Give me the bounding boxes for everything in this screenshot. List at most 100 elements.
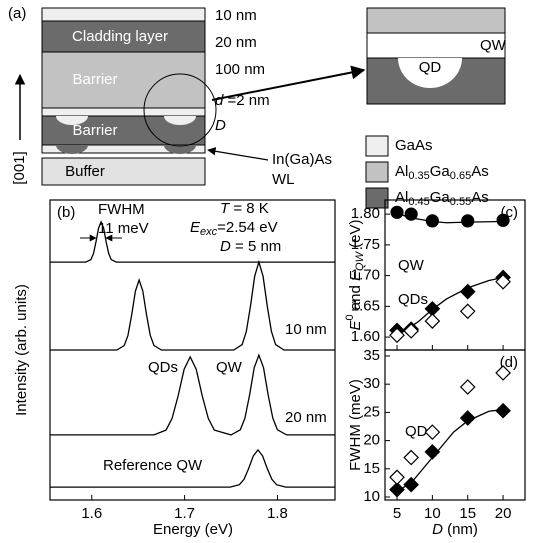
layer-label: Buffer — [65, 163, 105, 180]
text-part: 0.35 — [408, 170, 429, 182]
layer-label: Barrier — [72, 122, 117, 139]
series-line — [50, 448, 335, 488]
text-part: 0.55 — [450, 196, 471, 208]
marker — [424, 444, 441, 460]
legend-swatch — [365, 187, 389, 209]
y-tick-label: 25 — [363, 403, 380, 420]
marker — [495, 273, 511, 290]
marker — [459, 283, 476, 300]
marker — [403, 476, 420, 493]
marker — [403, 323, 420, 339]
x-tick-label: 20 — [495, 505, 512, 522]
text-part: 0.65 — [450, 170, 471, 182]
marker — [389, 469, 405, 486]
series-label: QDs — [405, 423, 435, 440]
y-tick-label: 15 — [363, 460, 380, 477]
text-part: GaAs — [395, 137, 433, 154]
series-label: Reference QW — [103, 457, 203, 474]
zoom-arrow — [211, 65, 366, 101]
x-tick-label: 10 — [424, 505, 441, 522]
layer-label: Barrier — [72, 71, 117, 88]
x-tick-label: 15 — [459, 505, 476, 522]
text-part: Ga — [430, 189, 451, 206]
text-part: (nm) — [443, 521, 478, 538]
thickness-label: D — [215, 117, 226, 134]
inset-label: QW — [480, 37, 507, 54]
wl-arrow — [207, 147, 269, 161]
thickness-label: 20 nm — [215, 34, 257, 51]
marker — [389, 327, 405, 344]
annotation: D = 5 nm — [220, 238, 281, 255]
text-part: d — [215, 92, 224, 109]
series-line — [50, 353, 335, 436]
text-part: 0.45 — [408, 196, 429, 208]
y-tick-label: 20 — [363, 432, 380, 449]
series-label: QDs — [398, 291, 428, 308]
x-tick-label: 1.7 — [174, 505, 195, 522]
x-axis-label: Energy (eV) — [153, 521, 233, 538]
legend-label: Al0.45Ga0.55As — [395, 189, 489, 208]
marker — [404, 207, 418, 221]
y-tick-label: 1.70 — [351, 267, 380, 284]
marker — [459, 410, 476, 426]
legend-label: GaAs — [395, 137, 433, 154]
annotation: 11 meV — [98, 220, 149, 237]
text-part: =2.54 eV — [217, 219, 277, 236]
y-axis-label: FWHM (meV) — [347, 379, 364, 471]
inset — [366, 7, 506, 105]
growth-axis: [001] — [11, 151, 28, 184]
text-part: E — [347, 270, 364, 281]
series-line — [50, 259, 335, 351]
text-part: exc — [200, 226, 218, 238]
x-tick-label: 1.8 — [267, 505, 288, 522]
marker — [403, 449, 420, 466]
panel-label: (a) — [8, 5, 26, 22]
annotation: T = 8 K — [220, 200, 269, 217]
series-line — [396, 276, 504, 337]
y-axis-label: Intensity (arb. units) — [13, 284, 30, 416]
y-tick-label: 1.80 — [351, 205, 380, 222]
series-label: 10 nm — [285, 321, 327, 338]
marker — [425, 214, 439, 228]
text-part: D — [220, 238, 231, 255]
marker — [424, 313, 441, 329]
text-part: =2 nm — [223, 92, 269, 109]
text-part: = 5 nm — [231, 238, 281, 255]
plot-frame — [384, 349, 526, 501]
thickness-label: 10 nm — [215, 7, 257, 24]
text-part: D — [432, 521, 443, 538]
annotation: QDs — [148, 359, 178, 376]
y-tick-label: 10 — [363, 488, 380, 505]
annotation: FWHM — [98, 201, 145, 218]
text-part: Ga — [430, 163, 451, 180]
y-tick-label: 35 — [363, 347, 380, 364]
thickness-label: 100 nm — [215, 61, 265, 78]
legend-swatch — [365, 161, 389, 183]
x-tick-label: 5 — [393, 505, 401, 522]
text-part: 0 — [344, 314, 356, 320]
inset-label: QD — [419, 59, 442, 76]
text-part: (eV) — [347, 220, 364, 253]
annotation: Eexc=2.54 eV — [190, 219, 278, 238]
x-tick-label: 1.6 — [81, 505, 102, 522]
annotation: QW — [216, 359, 243, 376]
marker — [495, 365, 511, 381]
marker — [496, 213, 510, 227]
text-part: E — [190, 219, 201, 236]
x-axis-label: D (nm) — [432, 521, 478, 538]
legend-label: Al0.35Ga0.65As — [395, 163, 489, 182]
marker — [459, 379, 476, 395]
text-part: E — [347, 320, 364, 331]
thickness-label: d =2 nm — [215, 92, 270, 109]
text-part: Al — [395, 163, 408, 180]
layer-stack — [41, 7, 217, 186]
marker — [459, 303, 476, 320]
wl-label: WL — [272, 171, 295, 188]
marker — [461, 214, 475, 228]
series-label: QW — [398, 257, 425, 274]
text-part: and — [347, 281, 364, 314]
series-label: 20 nm — [285, 409, 327, 426]
y-tick-label: 1.65 — [351, 297, 380, 314]
